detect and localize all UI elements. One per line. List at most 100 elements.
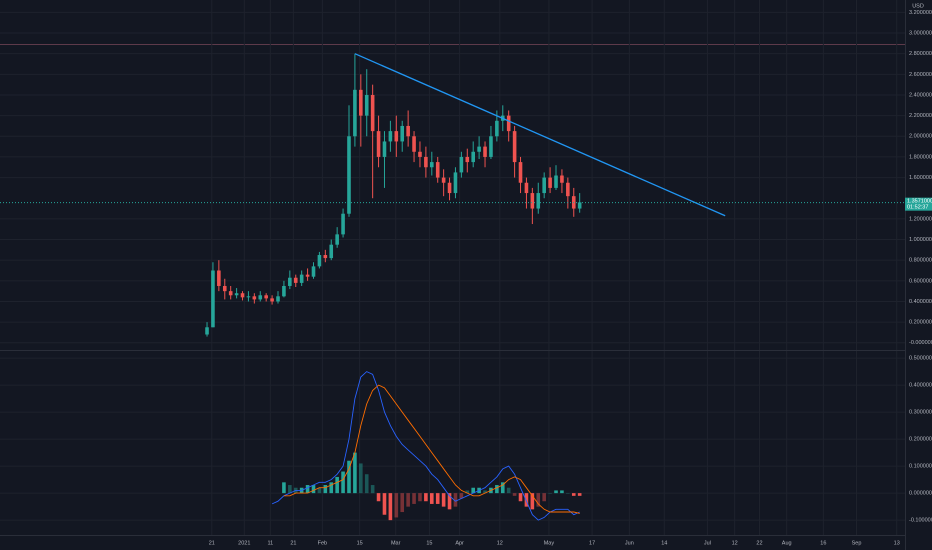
- candle-body: [252, 296, 257, 300]
- candle-body: [222, 285, 227, 292]
- candle-body: [288, 277, 292, 286]
- candle-body: [299, 274, 304, 283]
- x-tick-label: May: [544, 540, 555, 546]
- histogram-bar: [353, 452, 357, 494]
- candle-body: [542, 177, 546, 194]
- candle-body: [323, 255, 328, 259]
- candle-body: [293, 277, 298, 283]
- macd-line: [271, 371, 580, 521]
- candle-body: [240, 293, 245, 298]
- histogram-bar: [305, 485, 310, 494]
- candle-body: [264, 295, 268, 299]
- candle-body: [418, 151, 422, 157]
- candle-body: [447, 182, 452, 194]
- x-tick-label: Jul: [704, 540, 711, 546]
- candle-body: [341, 213, 345, 235]
- candle-body: [524, 182, 529, 194]
- candle-body: [205, 327, 209, 335]
- candle-body: [489, 136, 493, 157]
- x-tick-label: Mar: [391, 540, 401, 546]
- histogram-bar: [418, 493, 422, 502]
- histogram-bar: [571, 493, 576, 496]
- x-tick-label: Feb: [318, 540, 327, 546]
- candle-body: [429, 162, 434, 168]
- candle-body: [560, 175, 564, 183]
- histogram-bar: [311, 485, 316, 494]
- candle-body: [483, 146, 487, 157]
- price-label: 1.3571000: [907, 199, 932, 205]
- histogram-bar: [483, 490, 487, 494]
- x-tick-label: 14: [661, 540, 667, 546]
- histogram-bar: [566, 493, 570, 494]
- candle-body: [471, 151, 476, 163]
- x-tick-label: 13: [894, 540, 900, 546]
- histogram-bar: [577, 493, 582, 496]
- price-label-box: [905, 197, 932, 211]
- histogram-bar: [400, 493, 405, 513]
- histogram-bar: [429, 493, 434, 504]
- candle-body: [228, 291, 233, 296]
- y-tick-label: 0.5000000: [909, 356, 932, 362]
- candle-body: [329, 244, 334, 259]
- histogram-bar: [412, 493, 416, 504]
- histogram-bar: [453, 493, 458, 507]
- candle-body: [376, 131, 381, 157]
- currency-label: USD: [912, 3, 924, 9]
- histogram-bar: [388, 493, 393, 521]
- candle-body: [412, 136, 416, 152]
- histogram-bar: [424, 493, 428, 502]
- histogram-bar: [465, 490, 470, 494]
- candle-body: [577, 202, 582, 209]
- x-tick-label: Sep: [852, 540, 862, 546]
- histogram-bar: [323, 485, 328, 494]
- candle-body: [465, 156, 470, 163]
- histogram-bar: [341, 471, 345, 494]
- histogram-bar: [359, 463, 363, 494]
- histogram-bar: [506, 487, 511, 494]
- candle-body: [566, 182, 570, 197]
- candle-body: [459, 156, 464, 173]
- histogram-bar: [542, 493, 546, 502]
- histogram-bar: [329, 482, 334, 494]
- candle-body: [382, 141, 387, 157]
- histogram-bar: [435, 493, 440, 504]
- candle-body: [353, 89, 357, 137]
- x-tick-label: 15: [357, 540, 363, 546]
- x-tick-label: 2021: [238, 540, 250, 546]
- candle-body: [276, 296, 280, 302]
- histogram-bar: [560, 490, 564, 494]
- candle-body: [424, 156, 428, 168]
- candle-body: [435, 162, 440, 178]
- candle-body: [335, 234, 339, 245]
- histogram-bar: [382, 493, 387, 515]
- histogram-bar: [512, 493, 517, 496]
- candle-body: [359, 89, 363, 116]
- candle-body: [400, 125, 405, 142]
- candle-body: [370, 94, 375, 132]
- histogram-bar: [459, 493, 464, 499]
- candle-body: [548, 177, 552, 188]
- candle-body: [394, 131, 399, 142]
- y-tick-label: 2.8000000: [909, 51, 932, 57]
- candle-body: [211, 270, 215, 328]
- histogram-bar: [554, 490, 558, 494]
- histogram-bar: [518, 493, 523, 502]
- candle-body: [282, 285, 286, 297]
- x-tick-label: 15: [426, 540, 432, 546]
- candle-body: [217, 270, 221, 286]
- histogram-bar: [288, 485, 292, 494]
- x-tick-label: 12: [497, 540, 503, 546]
- x-tick-label: 21: [290, 540, 296, 546]
- histogram-bar: [394, 493, 399, 518]
- histogram-bar: [317, 487, 322, 494]
- candle-body: [536, 193, 541, 209]
